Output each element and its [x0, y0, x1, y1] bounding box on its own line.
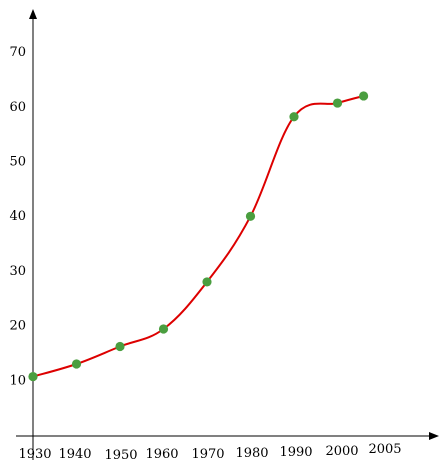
x-tick-label: 1990 [279, 445, 312, 460]
axes [16, 9, 439, 460]
y-tick-label: 70 [9, 45, 26, 60]
data-point-marker [359, 91, 369, 101]
y-tick-label: 20 [9, 319, 26, 334]
series-group [28, 91, 369, 382]
x-ticks: 1930 1940 1950 1960 1970 1980 1990 2000 2005 [18, 442, 401, 463]
x-tick-label: 2005 [368, 442, 401, 457]
y-tick-label: 60 [9, 100, 26, 115]
x-tick-label: 1970 [191, 447, 224, 462]
data-point-marker [202, 277, 212, 287]
x-tick-label: 1930 [18, 447, 51, 462]
y-tick-label: 50 [9, 155, 26, 170]
data-point-marker [158, 324, 169, 334]
data-point-marker [71, 359, 82, 369]
data-point-marker [289, 112, 299, 122]
data-point-marker [28, 371, 38, 382]
x-tick-label: 2000 [325, 444, 358, 459]
x-tick-label: 1940 [58, 447, 91, 462]
series-line [32, 95, 364, 378]
y-tick-label: 40 [9, 209, 26, 224]
data-point-marker [245, 211, 256, 221]
y-axis-arrow-icon [29, 9, 37, 19]
x-tick-label: 1960 [145, 447, 178, 462]
x-tick-label: 1980 [235, 446, 268, 461]
y-ticks: 10 20 30 40 50 60 70 [9, 45, 26, 388]
data-point-marker [332, 98, 343, 108]
y-tick-label: 10 [9, 373, 26, 388]
x-axis-arrow-icon [429, 432, 439, 440]
y-tick-label: 30 [9, 264, 26, 279]
data-point-marker [115, 341, 125, 352]
x-tick-label: 1950 [104, 448, 137, 463]
